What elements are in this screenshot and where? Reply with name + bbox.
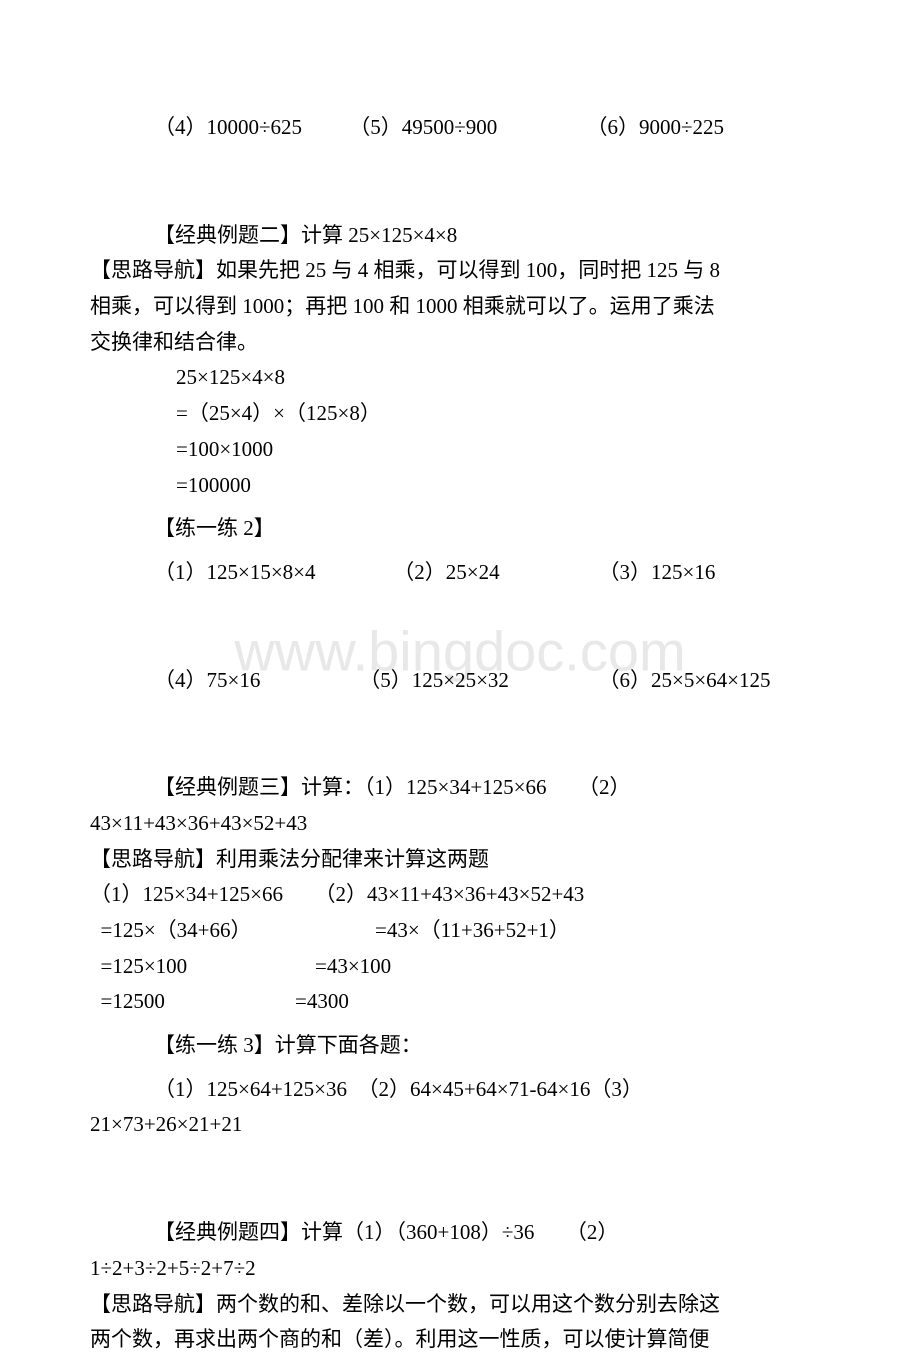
example-3-row-1: （1）125×34+125×66 （2）43×11+43×36+43×52+43 <box>90 877 830 913</box>
practice-3-row-2: 21×73+26×21+21 <box>90 1107 830 1143</box>
example-2-nav-2: 相乘，可以得到 1000；再把 100 和 1000 相乘就可以了。运用了乘法 <box>90 289 830 325</box>
example-2-calc-2: =（25×4）×（125×8） <box>90 396 830 432</box>
example-4-nav-1: 【思路导航】两个数的和、差除以一个数，可以用这个数分别去除这 <box>90 1287 830 1323</box>
p2-item-4: （4）75×16 <box>154 663 354 699</box>
ex3-row-3a: =125×100 <box>90 949 315 985</box>
p2-item-2: （2）25×24 <box>393 555 593 591</box>
example-3-row-3: =125×100 =43×100 <box>90 949 830 985</box>
ex3-row-2b: =43×（11+36+52+1） <box>375 913 570 949</box>
example-3-nav: 【思路导航】利用乘法分配律来计算这两题 <box>90 842 830 878</box>
ex3-row-3b: =43×100 <box>315 949 391 985</box>
example-3-title-2: 43×11+43×36+43×52+43 <box>90 806 830 842</box>
ex3-row-4a: =12500 <box>90 984 295 1020</box>
p2-item-1: （1）125×15×8×4 <box>154 555 388 591</box>
p2-item-6: （6）25×5×64×125 <box>599 668 771 692</box>
example-4-title-2: 1÷2+3÷2+5÷2+7÷2 <box>90 1251 830 1287</box>
practice-2-title: 【练一练 2】 <box>90 511 830 547</box>
ex3-row-2a: =125×（34+66） <box>90 913 375 949</box>
practice-3-title: 【练一练 3】计算下面各题： <box>90 1028 830 1064</box>
practice-1-row: （4）10000÷625 （5）49500÷900 （6）9000÷225 <box>90 110 830 146</box>
page-content: （4）10000÷625 （5）49500÷900 （6）9000÷225 【经… <box>90 110 830 1358</box>
practice-2-row-2: （4）75×16 （5）125×25×32 （6）25×5×64×125 <box>90 663 830 699</box>
ex3-row-4b: =4300 <box>295 984 349 1020</box>
example-2-title: 【经典例题二】计算 25×125×4×8 <box>90 218 830 254</box>
p1-item-5: （5）49500÷900 <box>349 110 581 146</box>
spacer <box>90 1064 830 1072</box>
example-2-calc-1: 25×125×4×8 <box>90 360 830 396</box>
spacer <box>90 146 830 218</box>
example-3-row-4: =12500 =4300 <box>90 984 830 1020</box>
practice-2-row-1: （1）125×15×8×4 （2）25×24 （3）125×16 <box>90 555 830 591</box>
example-4-nav-2: 两个数，再求出两个商的和（差）。利用这一性质，可以使计算简便 <box>90 1322 830 1358</box>
p2-item-3: （3）125×16 <box>599 560 716 584</box>
p1-item-4: （4）10000÷625 <box>154 110 344 146</box>
spacer <box>90 698 830 770</box>
example-4-title-1: 【经典例题四】计算（1）（360+108）÷36 （2） <box>90 1215 830 1251</box>
p1-item-6: （6）9000÷225 <box>587 115 725 139</box>
practice-3-row-1: （1）125×64+125×36 （2）64×45+64×71-64×16（3） <box>90 1072 830 1108</box>
example-3-row-2: =125×（34+66） =43×（11+36+52+1） <box>90 913 830 949</box>
p2-item-5: （5）125×25×32 <box>359 663 593 699</box>
spacer <box>90 1143 830 1215</box>
example-2-calc-4: =100000 <box>90 468 830 504</box>
example-2-calc-3: =100×1000 <box>90 432 830 468</box>
example-3-title-1: 【经典例题三】计算：（1）125×34+125×66 （2） <box>90 770 830 806</box>
spacer <box>90 503 830 511</box>
spacer <box>90 547 830 555</box>
spacer <box>90 1020 830 1028</box>
example-2-nav-3: 交换律和结合律。 <box>90 325 830 361</box>
spacer <box>90 591 830 663</box>
example-2-nav-1: 【思路导航】如果先把 25 与 4 相乘，可以得到 100，同时把 125 与 … <box>90 253 830 289</box>
